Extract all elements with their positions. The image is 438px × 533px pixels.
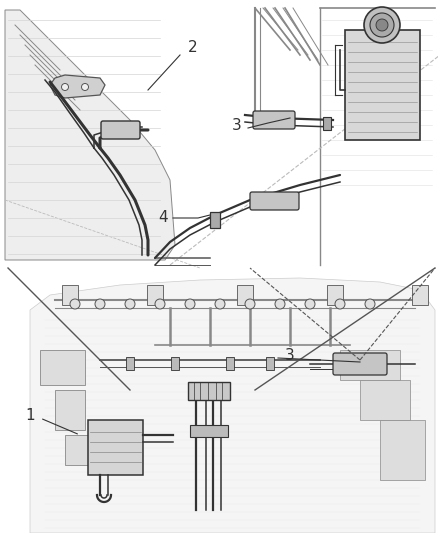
Bar: [374, 12, 390, 30]
Bar: [323, 117, 331, 130]
FancyBboxPatch shape: [101, 121, 140, 139]
Bar: [380, 420, 425, 480]
Bar: [237, 285, 253, 305]
Polygon shape: [5, 10, 175, 260]
Circle shape: [305, 299, 315, 309]
Circle shape: [275, 299, 285, 309]
Text: 4: 4: [158, 211, 168, 225]
Bar: [210, 212, 220, 228]
Bar: [147, 285, 163, 305]
Bar: [190, 425, 228, 437]
Bar: [62, 285, 78, 305]
Circle shape: [376, 19, 388, 31]
Bar: [226, 357, 234, 370]
Bar: [360, 380, 410, 420]
Bar: [340, 350, 400, 380]
Text: 2: 2: [188, 41, 198, 55]
Bar: [171, 357, 179, 370]
Circle shape: [364, 7, 400, 43]
Bar: [40, 350, 85, 385]
Polygon shape: [30, 278, 435, 533]
Circle shape: [95, 299, 105, 309]
FancyBboxPatch shape: [333, 353, 387, 375]
Text: 3: 3: [285, 348, 295, 362]
Circle shape: [70, 299, 80, 309]
Text: 1: 1: [25, 408, 35, 423]
Circle shape: [61, 84, 68, 91]
Text: 3: 3: [232, 117, 242, 133]
Bar: [345, 30, 420, 140]
FancyBboxPatch shape: [250, 192, 299, 210]
Circle shape: [215, 299, 225, 309]
Circle shape: [81, 84, 88, 91]
Circle shape: [365, 299, 375, 309]
Bar: [412, 285, 428, 305]
Bar: [188, 382, 230, 400]
Bar: [65, 435, 90, 465]
Bar: [266, 357, 274, 370]
Bar: [126, 357, 134, 370]
FancyBboxPatch shape: [253, 111, 295, 129]
Circle shape: [335, 299, 345, 309]
Bar: [88, 420, 143, 475]
Circle shape: [185, 299, 195, 309]
Circle shape: [155, 299, 165, 309]
Bar: [55, 390, 85, 430]
Bar: [327, 285, 343, 305]
Polygon shape: [50, 75, 105, 98]
Circle shape: [125, 299, 135, 309]
Circle shape: [245, 299, 255, 309]
Circle shape: [370, 13, 394, 37]
